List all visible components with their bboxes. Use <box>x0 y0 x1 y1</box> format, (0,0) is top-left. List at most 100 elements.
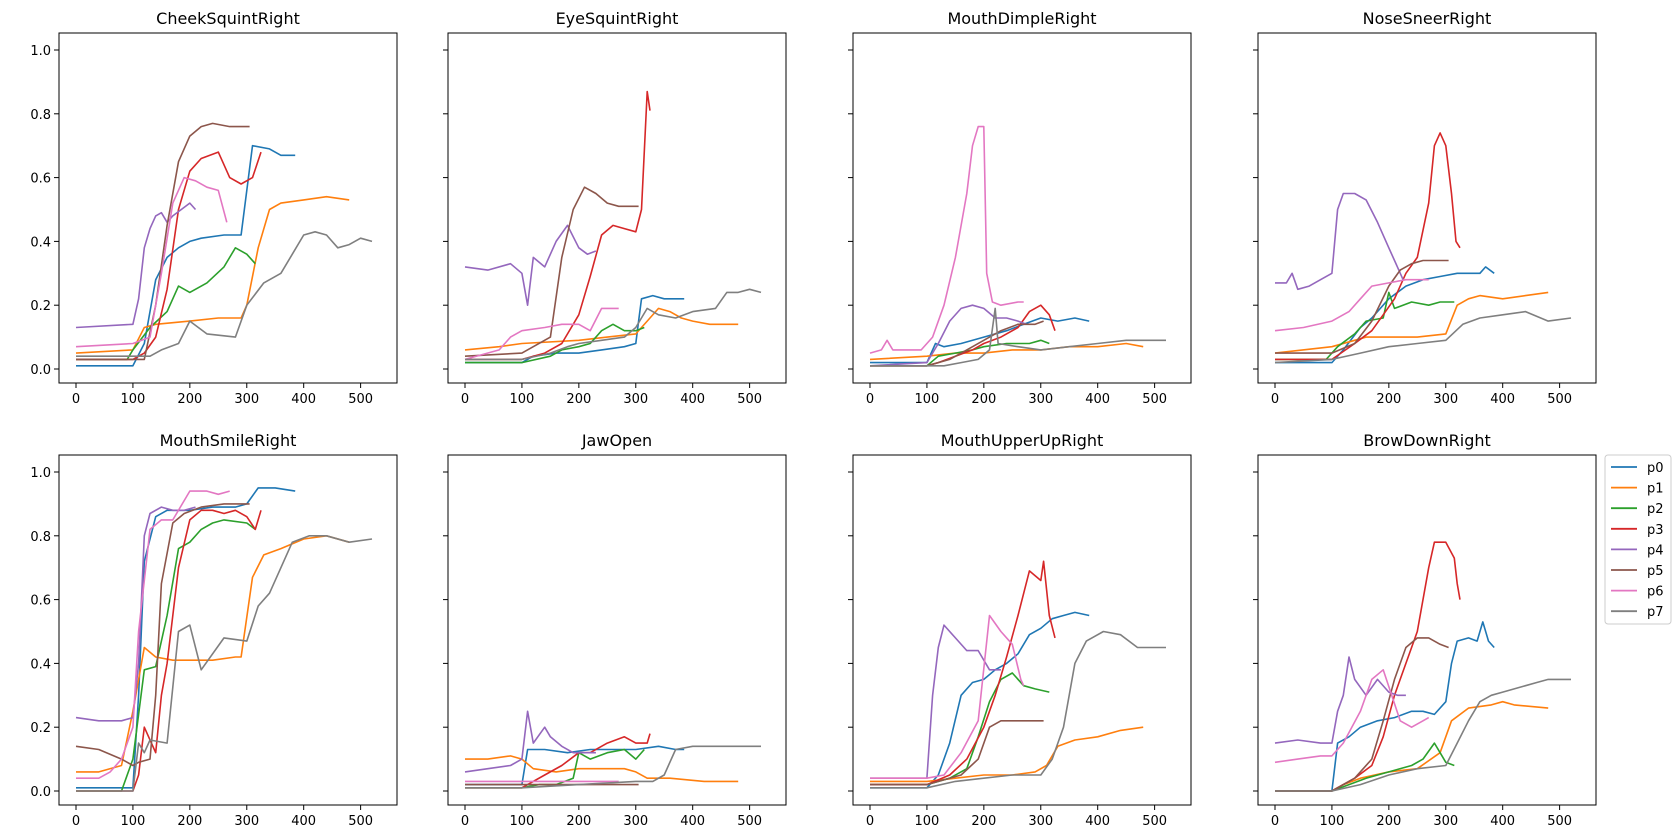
x-tick-label: 300 <box>234 392 259 407</box>
x-tick-label: 300 <box>1433 392 1458 407</box>
y-tick-label: 0.0 <box>30 363 51 378</box>
series-line-p4 <box>464 224 597 306</box>
x-tick-label: 500 <box>1547 392 1572 407</box>
x-tick-label: 300 <box>1433 814 1458 829</box>
y-tick-label: 0.8 <box>30 108 51 123</box>
x-tick-label: 300 <box>1028 814 1053 829</box>
series-line-p6 <box>869 125 1024 354</box>
x-tick-label: 200 <box>177 392 202 407</box>
y-tick-label: 0.2 <box>30 299 51 314</box>
series-line-p0 <box>870 317 1090 364</box>
x-tick-label: 200 <box>1376 814 1401 829</box>
series-line-p4 <box>75 202 197 329</box>
series-line-p0 <box>1275 621 1495 792</box>
subplot: MouthSmileRight 0 100 200 300 400 500 0.0 0.2 0.4… <box>30 431 398 829</box>
subplot-title: EyeSquintRight <box>556 9 679 28</box>
series-line-p1 <box>76 535 350 773</box>
x-tick-label: 0 <box>866 392 874 407</box>
y-tick-label: 0.4 <box>30 657 51 672</box>
series-line-p5 <box>76 122 250 361</box>
series-line-p5 <box>1275 637 1449 792</box>
x-tick-label: 100 <box>121 814 146 829</box>
x-tick-label: 100 <box>915 392 940 407</box>
subplot-title: MouthUpperUpRight <box>941 431 1104 450</box>
subplot: MouthUpperUpRight 0 100 200 300 400 500 <box>848 431 1192 829</box>
series-line-p3 <box>465 90 651 361</box>
x-tick-label: 300 <box>234 814 259 829</box>
x-tick-label: 100 <box>510 392 535 407</box>
x-tick-label: 200 <box>566 814 591 829</box>
axes-frame <box>1257 454 1597 806</box>
series-line-p0 <box>465 745 685 786</box>
series-line-p1 <box>1275 700 1549 792</box>
x-tick-label: 100 <box>121 392 146 407</box>
series-line-p4 <box>1275 192 1404 291</box>
x-tick-label: 500 <box>1142 814 1167 829</box>
y-tick-label: 0.8 <box>30 530 51 545</box>
legend-label-p0: p0 <box>1647 461 1664 476</box>
legend: p0 p1 p2 p3 p4 p5 p6 p7 <box>1604 454 1672 625</box>
series-line-p3 <box>870 304 1056 367</box>
legend-label-p4: p4 <box>1647 543 1664 558</box>
y-tick-label: 0.6 <box>30 594 51 609</box>
series-line-p6 <box>1274 278 1429 332</box>
x-tick-label: 200 <box>1376 392 1401 407</box>
legend-label-p5: p5 <box>1647 564 1664 579</box>
series-line-p5 <box>1275 259 1449 354</box>
series-line-p7 <box>465 745 761 789</box>
x-tick-label: 0 <box>1271 814 1279 829</box>
series-line-p4 <box>464 710 596 773</box>
subplot: BrowDownRight 0 100 200 300 400 500 <box>1253 431 1597 829</box>
axes-frame <box>852 454 1192 806</box>
x-tick-label: 100 <box>915 814 940 829</box>
series-line-p6 <box>464 307 619 361</box>
series-line-p0 <box>870 611 1090 789</box>
x-tick-label: 100 <box>1320 814 1345 829</box>
subplot: EyeSquintRight 0 100 200 300 400 500 <box>443 9 787 407</box>
legend-label-p6: p6 <box>1647 585 1664 600</box>
series-line-p0 <box>465 294 685 364</box>
series-line-p7 <box>76 231 373 357</box>
subplot-title: BrowDownRight <box>1363 431 1491 450</box>
y-tick-label: 0.0 <box>30 785 51 800</box>
series-line-p1 <box>869 342 1144 361</box>
x-tick-label: 500 <box>1547 814 1572 829</box>
series-line-p7 <box>870 630 1166 789</box>
x-tick-label: 300 <box>623 814 648 829</box>
x-tick-label: 500 <box>348 392 373 407</box>
x-tick-label: 0 <box>461 814 469 829</box>
series-line-p1 <box>464 307 739 351</box>
x-tick-label: 400 <box>1490 814 1515 829</box>
series-line-p2 <box>1275 742 1455 792</box>
x-tick-label: 0 <box>1271 392 1279 407</box>
legend-label-p1: p1 <box>1647 482 1664 497</box>
series-line-p3 <box>76 151 262 361</box>
series-line-p7 <box>76 535 373 792</box>
x-tick-label: 100 <box>510 814 535 829</box>
x-tick-label: 200 <box>177 814 202 829</box>
legend-label-p7: p7 <box>1647 605 1664 620</box>
y-tick-label: 0.2 <box>30 721 51 736</box>
series-line-p2 <box>1275 291 1455 361</box>
axes-frame <box>447 454 787 806</box>
series-line-p6 <box>75 176 228 348</box>
x-tick-label: 300 <box>623 392 648 407</box>
subplot: MouthDimpleRight 0 100 200 300 400 500 <box>848 9 1192 407</box>
subplot: CheekSquintRight 0 100 200 300 400 500 0.0 0.2 0.… <box>30 9 398 407</box>
subplot: NoseSneerRight 0 100 200 300 400 500 <box>1253 9 1597 407</box>
x-tick-label: 0 <box>72 814 80 829</box>
legend-label-p3: p3 <box>1647 523 1664 538</box>
series-line-p1 <box>465 755 739 783</box>
x-tick-label: 300 <box>1028 392 1053 407</box>
axes-frame <box>58 32 398 384</box>
x-tick-label: 0 <box>866 814 874 829</box>
series-line-p7 <box>465 288 762 361</box>
y-tick-label: 0.6 <box>30 172 51 187</box>
series-line-p1 <box>870 726 1144 783</box>
series-line-p7 <box>1275 678 1571 792</box>
series-line-p2 <box>465 323 645 364</box>
axes-frame <box>447 32 787 384</box>
x-tick-label: 400 <box>291 392 316 407</box>
series-line-p5 <box>870 720 1044 786</box>
